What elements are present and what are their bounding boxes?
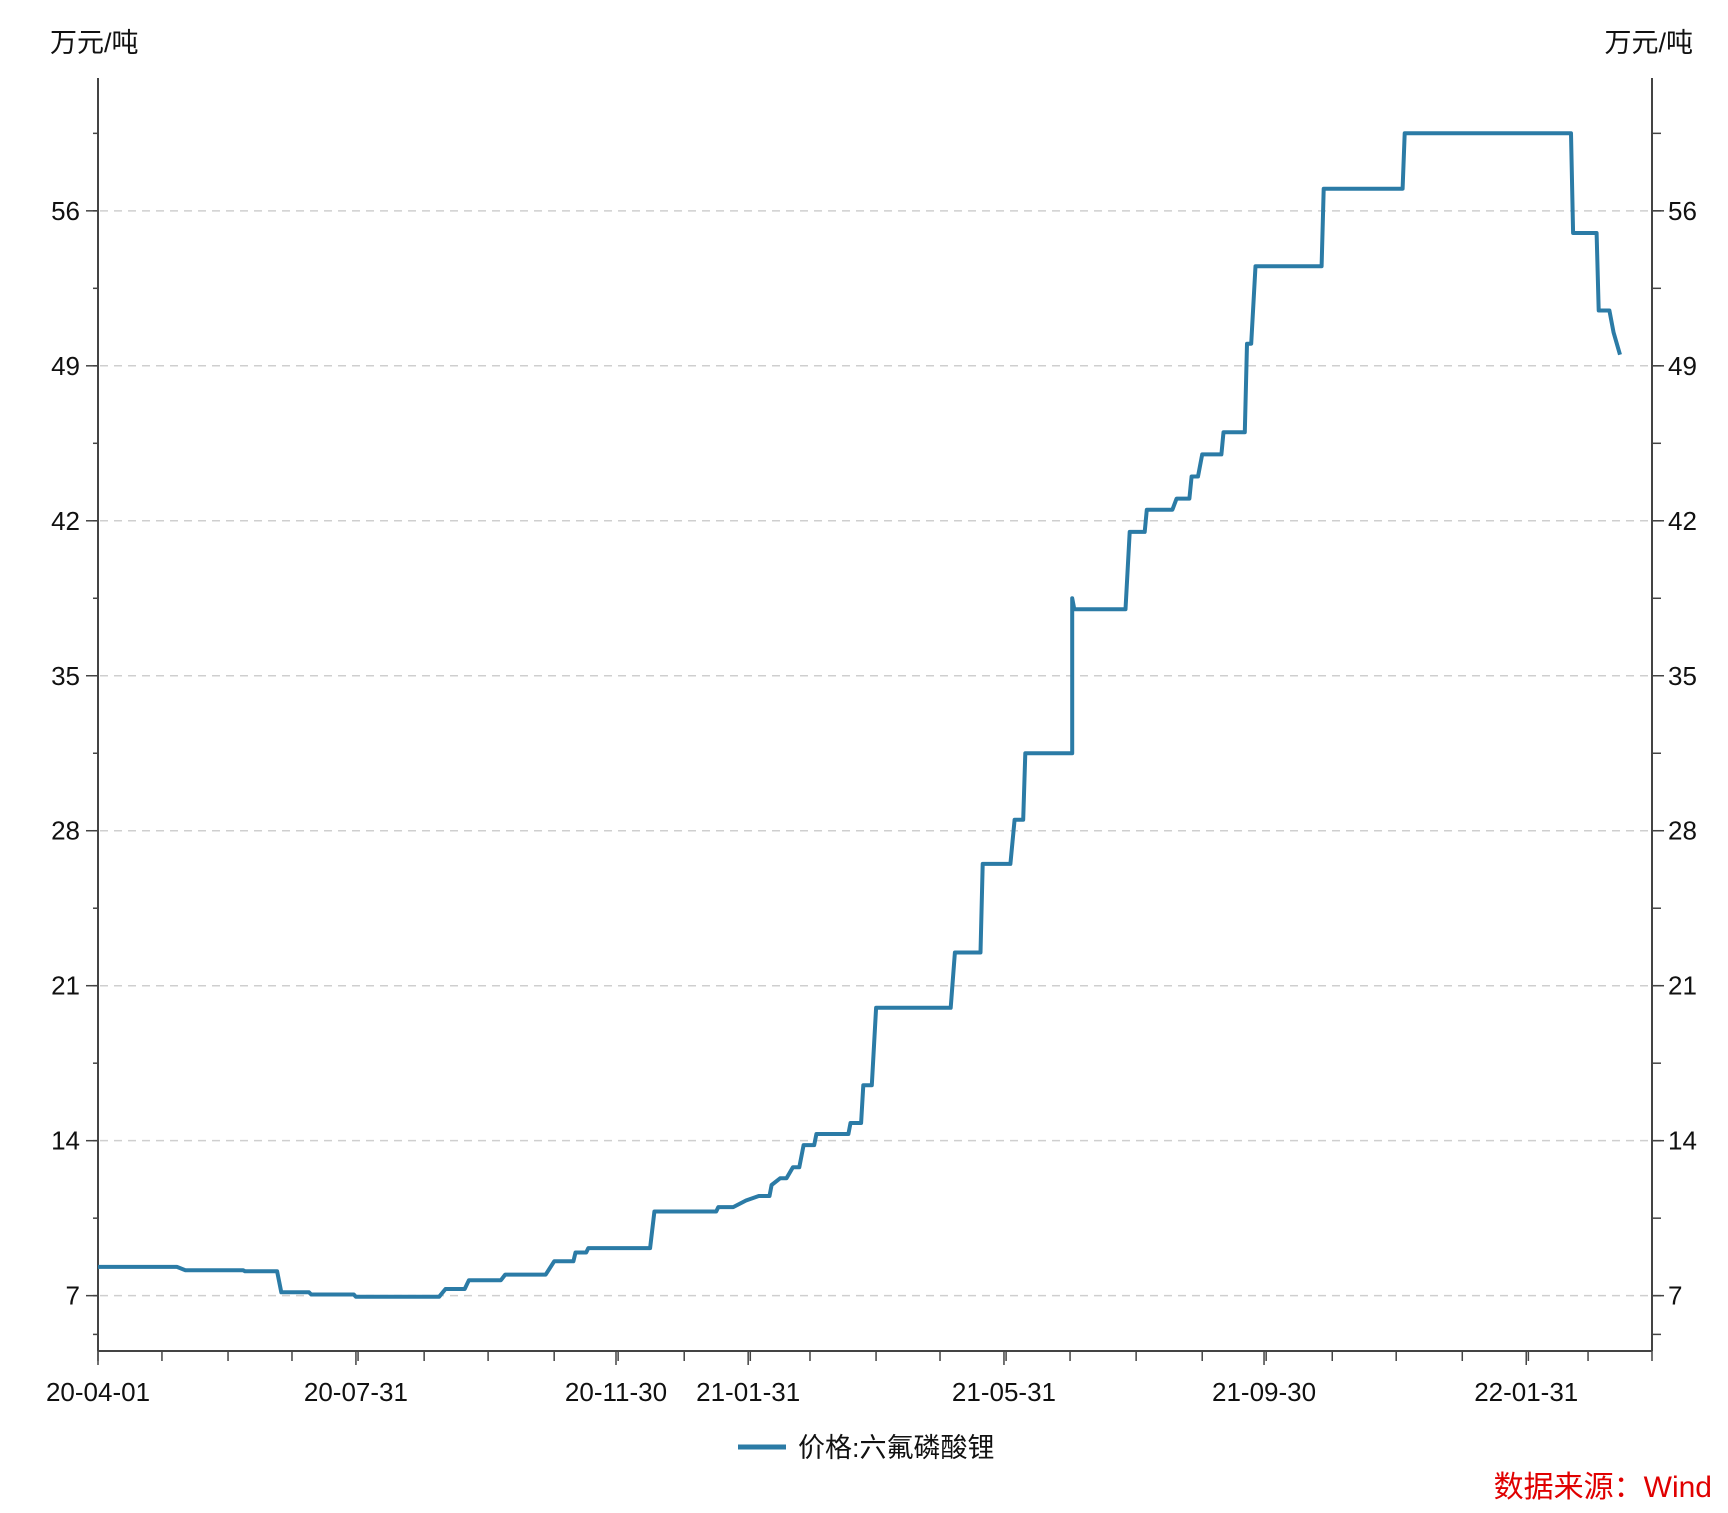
series-layer bbox=[98, 131, 1622, 1299]
right-y-tick-label: 49 bbox=[1668, 351, 1697, 381]
axis-layer: 7 7 14 14 21 21 28 28 35 35 42 42 49 49 56 56 20-04-01 20… bbox=[46, 78, 1697, 1407]
left-y-tick-label: 42 bbox=[51, 506, 80, 536]
x-tick-label: 20-07-31 bbox=[304, 1377, 408, 1407]
series-line bbox=[98, 131, 1622, 1299]
x-tick-label: 21-09-30 bbox=[1212, 1377, 1316, 1407]
x-tick-label: 21-05-31 bbox=[952, 1377, 1056, 1407]
x-tick-label: 21-01-31 bbox=[696, 1377, 800, 1407]
right-y-tick-label: 35 bbox=[1668, 661, 1697, 691]
right-y-tick-label: 42 bbox=[1668, 506, 1697, 536]
left-y-tick-label: 28 bbox=[51, 816, 80, 846]
right-y-tick-label: 14 bbox=[1668, 1126, 1697, 1156]
left-y-tick-label: 14 bbox=[51, 1126, 80, 1156]
left-y-tick-label: 56 bbox=[51, 196, 80, 226]
left-y-tick-label: 21 bbox=[51, 971, 80, 1001]
left-y-tick-label: 7 bbox=[66, 1281, 80, 1311]
right-y-tick-label: 21 bbox=[1668, 971, 1697, 1001]
right-axis-unit: 万元/吨 bbox=[1604, 28, 1693, 58]
data-source-note: 数据来源：Wind bbox=[1494, 1471, 1712, 1504]
x-tick-label: 20-11-30 bbox=[565, 1377, 667, 1407]
left-y-tick-label: 49 bbox=[51, 351, 80, 381]
x-tick-label: 22-01-31 bbox=[1474, 1377, 1578, 1407]
grid-layer bbox=[100, 210, 1650, 1297]
left-y-tick-label: 35 bbox=[51, 661, 80, 691]
right-y-tick-label: 56 bbox=[1668, 196, 1697, 226]
x-tick-label: 20-04-01 bbox=[46, 1377, 150, 1407]
legend-label: 价格:六氟磷酸锂 bbox=[798, 1433, 995, 1463]
legend[interactable]: 价格:六氟磷酸锂 bbox=[738, 1433, 995, 1463]
left-axis-unit: 万元/吨 bbox=[50, 28, 139, 58]
right-y-tick-label: 7 bbox=[1668, 1281, 1682, 1311]
right-y-tick-label: 28 bbox=[1668, 816, 1697, 846]
